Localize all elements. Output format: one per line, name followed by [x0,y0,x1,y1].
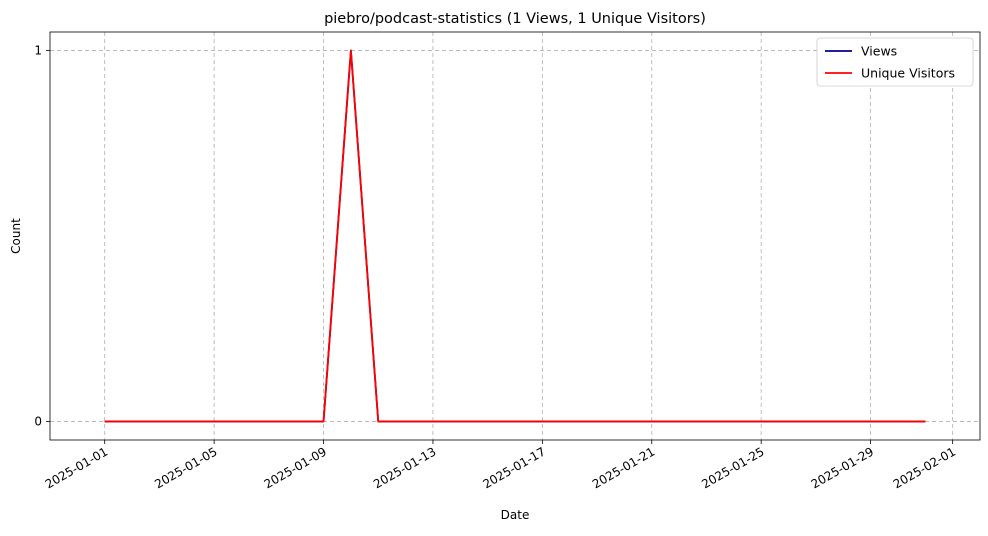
x-gridlines [104,32,954,440]
y-axis-label: Count [9,218,23,254]
legend: Views Unique Visitors [816,37,974,87]
legend-label-views: Views [861,44,897,59]
plot-area-frame [49,31,981,441]
legend-box [816,37,974,87]
y-tick-label: 1 [34,44,42,58]
y-axis-ticks: 01 [34,44,50,428]
chart-title: piebro/podcast-statistics (1 Views, 1 Un… [324,11,706,27]
legend-label-unique-visitors: Unique Visitors [861,66,955,81]
y-tick-label: 0 [34,414,42,428]
series-line-unique-visitors [104,49,926,423]
x-axis-label: Date [501,508,530,522]
series-layer [104,49,926,423]
